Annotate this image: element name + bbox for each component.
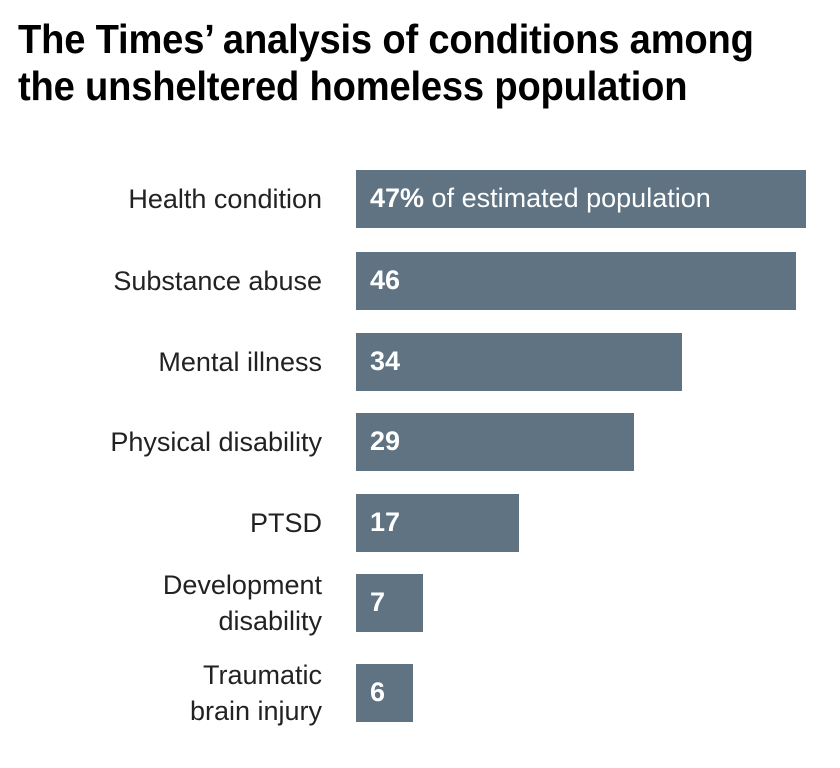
value-number: 47% xyxy=(370,183,425,213)
value-label: 47% of estimated population xyxy=(370,183,711,214)
bar: 6 xyxy=(356,664,414,722)
value-label: 34 xyxy=(370,346,400,377)
category-label: Development disability xyxy=(162,570,322,636)
category-label: Traumatic brain injury xyxy=(189,660,322,726)
category-label: PTSD xyxy=(249,508,322,538)
value-number: 46 xyxy=(370,265,401,295)
category-label: Mental illness xyxy=(158,347,322,377)
value-label: 17 xyxy=(370,507,400,538)
title-line-2: the unsheltered homeless population xyxy=(18,63,688,109)
bar: 7 xyxy=(356,574,424,632)
chart-title: The Times’ analysis of conditions among … xyxy=(18,16,781,110)
value-number: 6 xyxy=(370,677,386,707)
value-suffix: of estimated population xyxy=(424,183,711,213)
value-number: 29 xyxy=(370,426,401,456)
value-label: 6 xyxy=(370,677,385,708)
bar: 17 xyxy=(356,494,519,552)
value-label: 7 xyxy=(370,587,385,618)
value-number: 17 xyxy=(370,507,401,537)
category-label: Health condition xyxy=(128,184,322,214)
bar: 46 xyxy=(356,252,797,310)
value-number: 34 xyxy=(370,346,401,376)
value-number: 7 xyxy=(370,587,386,617)
category-label: Substance abuse xyxy=(113,266,322,296)
category-label: Physical disability xyxy=(110,427,322,457)
title-line-1: The Times’ analysis of conditions among xyxy=(18,16,754,62)
bar: 29 xyxy=(356,413,634,471)
value-label: 29 xyxy=(370,426,400,457)
value-label: 46 xyxy=(370,265,400,296)
bar: 47% of estimated population xyxy=(356,170,806,228)
bar: 34 xyxy=(356,333,682,391)
